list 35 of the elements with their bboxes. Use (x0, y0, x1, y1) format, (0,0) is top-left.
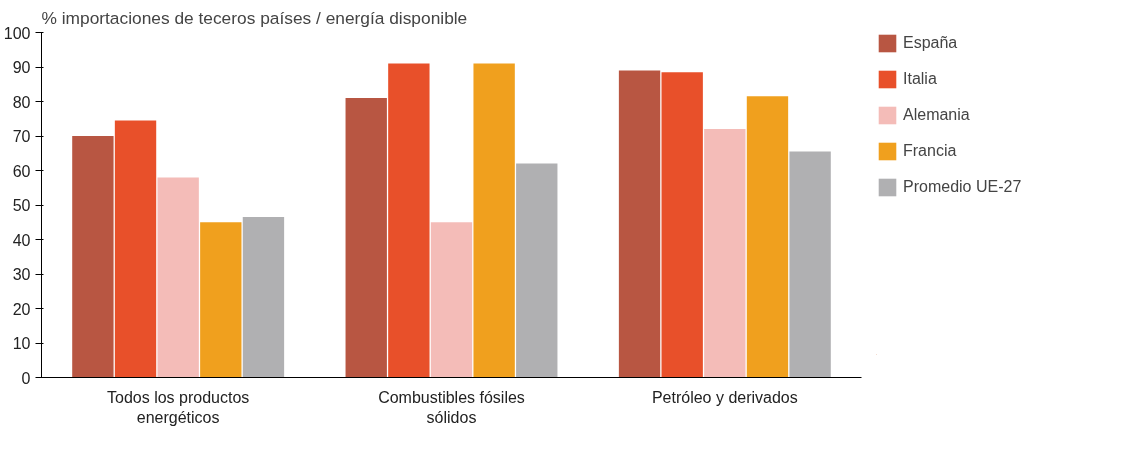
bar (430, 222, 473, 378)
bar (516, 163, 558, 378)
y-tick-label: 80 (12, 93, 31, 111)
bar (789, 151, 831, 378)
legend-label: Francia (903, 142, 957, 160)
y-tick-label: 20 (12, 300, 31, 318)
bar (72, 136, 114, 378)
bar (661, 72, 703, 378)
bar (114, 120, 157, 378)
y-tick-label: 50 (12, 197, 31, 214)
x-tick-label: Combustibles fósiles sólidos (378, 388, 525, 426)
bar (157, 177, 199, 378)
bar (618, 70, 661, 378)
x-tick-label: Todos los productos energéticos (107, 388, 250, 426)
x-tick-label: Petróleo y derivados (651, 388, 798, 406)
legend-label: Italia (903, 70, 937, 88)
y-tick-label: 40 (12, 231, 31, 249)
bar (746, 96, 789, 378)
legend-label: Promedio UE-27 (903, 178, 1022, 196)
y-tick-label: 0 (21, 369, 31, 387)
y-tick-label: 30 (12, 266, 31, 283)
y-tick-label: 100 (3, 24, 31, 42)
bar (704, 129, 746, 378)
bar (242, 217, 285, 378)
bar (388, 63, 430, 378)
y-tick-label: 90 (12, 59, 31, 76)
y-tick-label: 60 (12, 162, 31, 180)
y-tick-label: 70 (12, 128, 31, 145)
legend-label: España (903, 34, 958, 52)
legend-label: Alemania (903, 106, 970, 124)
y-tick-label: 10 (12, 335, 31, 352)
y-axis-title: % importaciones de teceros países / energía disponible (41, 7, 468, 28)
bar (345, 98, 387, 378)
bar (200, 222, 242, 378)
bar (473, 63, 515, 378)
